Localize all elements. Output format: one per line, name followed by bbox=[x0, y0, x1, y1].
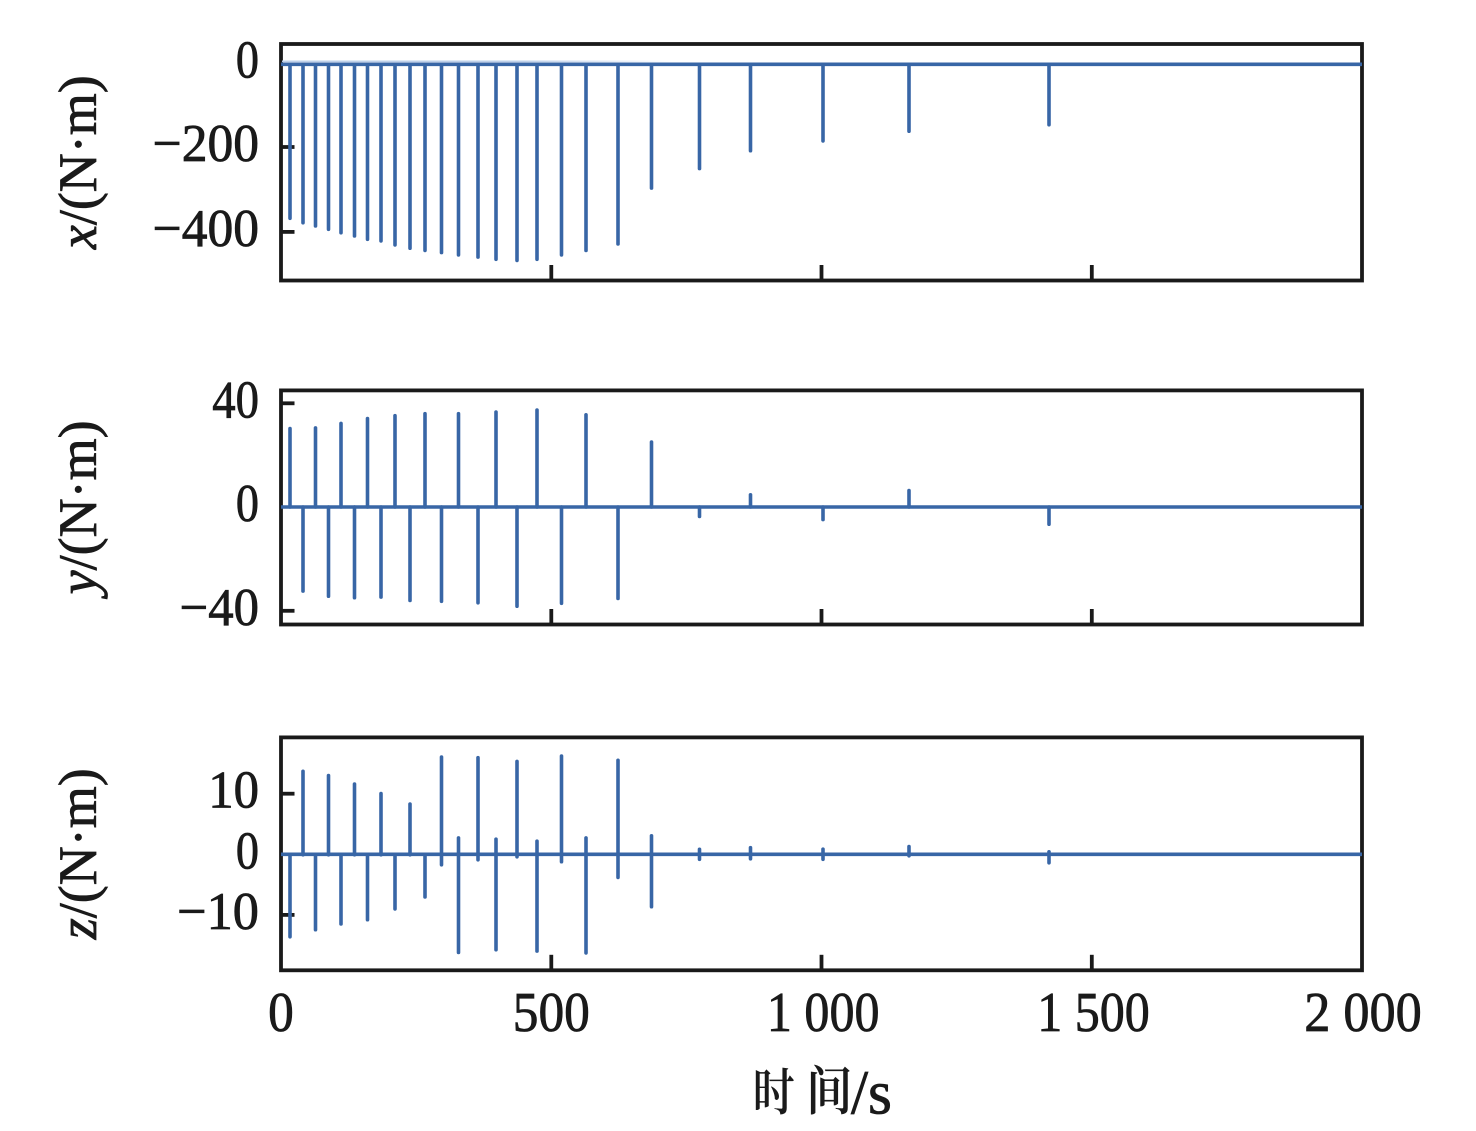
svg-text:0: 0 bbox=[236, 821, 259, 880]
svg-text:2 000: 2 000 bbox=[1304, 981, 1422, 1043]
svg-text:−40: −40 bbox=[180, 579, 259, 637]
svg-text:−10: −10 bbox=[177, 883, 259, 941]
svg-text:−200: −200 bbox=[153, 114, 259, 173]
svg-text:−400: −400 bbox=[153, 199, 259, 258]
svg-text:0: 0 bbox=[236, 31, 259, 90]
svg-text:1 000: 1 000 bbox=[767, 982, 880, 1043]
svg-text:x/(N·m): x/(N·m) bbox=[48, 75, 108, 250]
svg-text:y/(N·m): y/(N·m) bbox=[48, 420, 108, 599]
svg-text:40: 40 bbox=[212, 370, 259, 429]
svg-text:0: 0 bbox=[268, 981, 294, 1044]
svg-text:z/(N·m): z/(N·m) bbox=[48, 768, 108, 940]
svg-text:1 500: 1 500 bbox=[1037, 982, 1150, 1043]
svg-text:10: 10 bbox=[208, 762, 259, 820]
svg-text:500: 500 bbox=[513, 981, 590, 1044]
svg-text:0: 0 bbox=[236, 474, 259, 533]
svg-text:/s: /s bbox=[851, 1059, 892, 1126]
